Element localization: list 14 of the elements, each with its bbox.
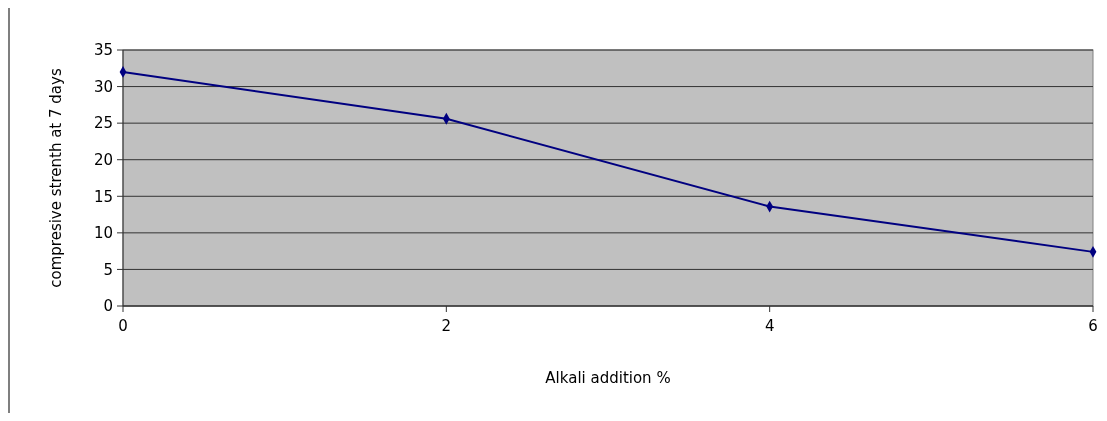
x-tick-label: 4 (764, 317, 775, 335)
y-tick-label: 25 (93, 114, 113, 133)
x-tick-label: 6 (1088, 317, 1098, 335)
y-tick-label: 0 (103, 297, 113, 316)
x-tick-label: 0 (118, 317, 128, 335)
y-axis-title: compresive strenth at 7 days (47, 68, 65, 288)
y-tick-label: 15 (93, 187, 113, 206)
y-tick-label: 10 (93, 224, 113, 243)
x-axis-title: Alkali addition % (545, 369, 671, 387)
x-tick-label: 2 (441, 317, 452, 335)
y-tick-label: 5 (103, 260, 113, 279)
y-tick-label: 30 (93, 77, 113, 96)
y-tick-label: 20 (93, 150, 113, 169)
y-tick-label: 35 (93, 41, 113, 60)
